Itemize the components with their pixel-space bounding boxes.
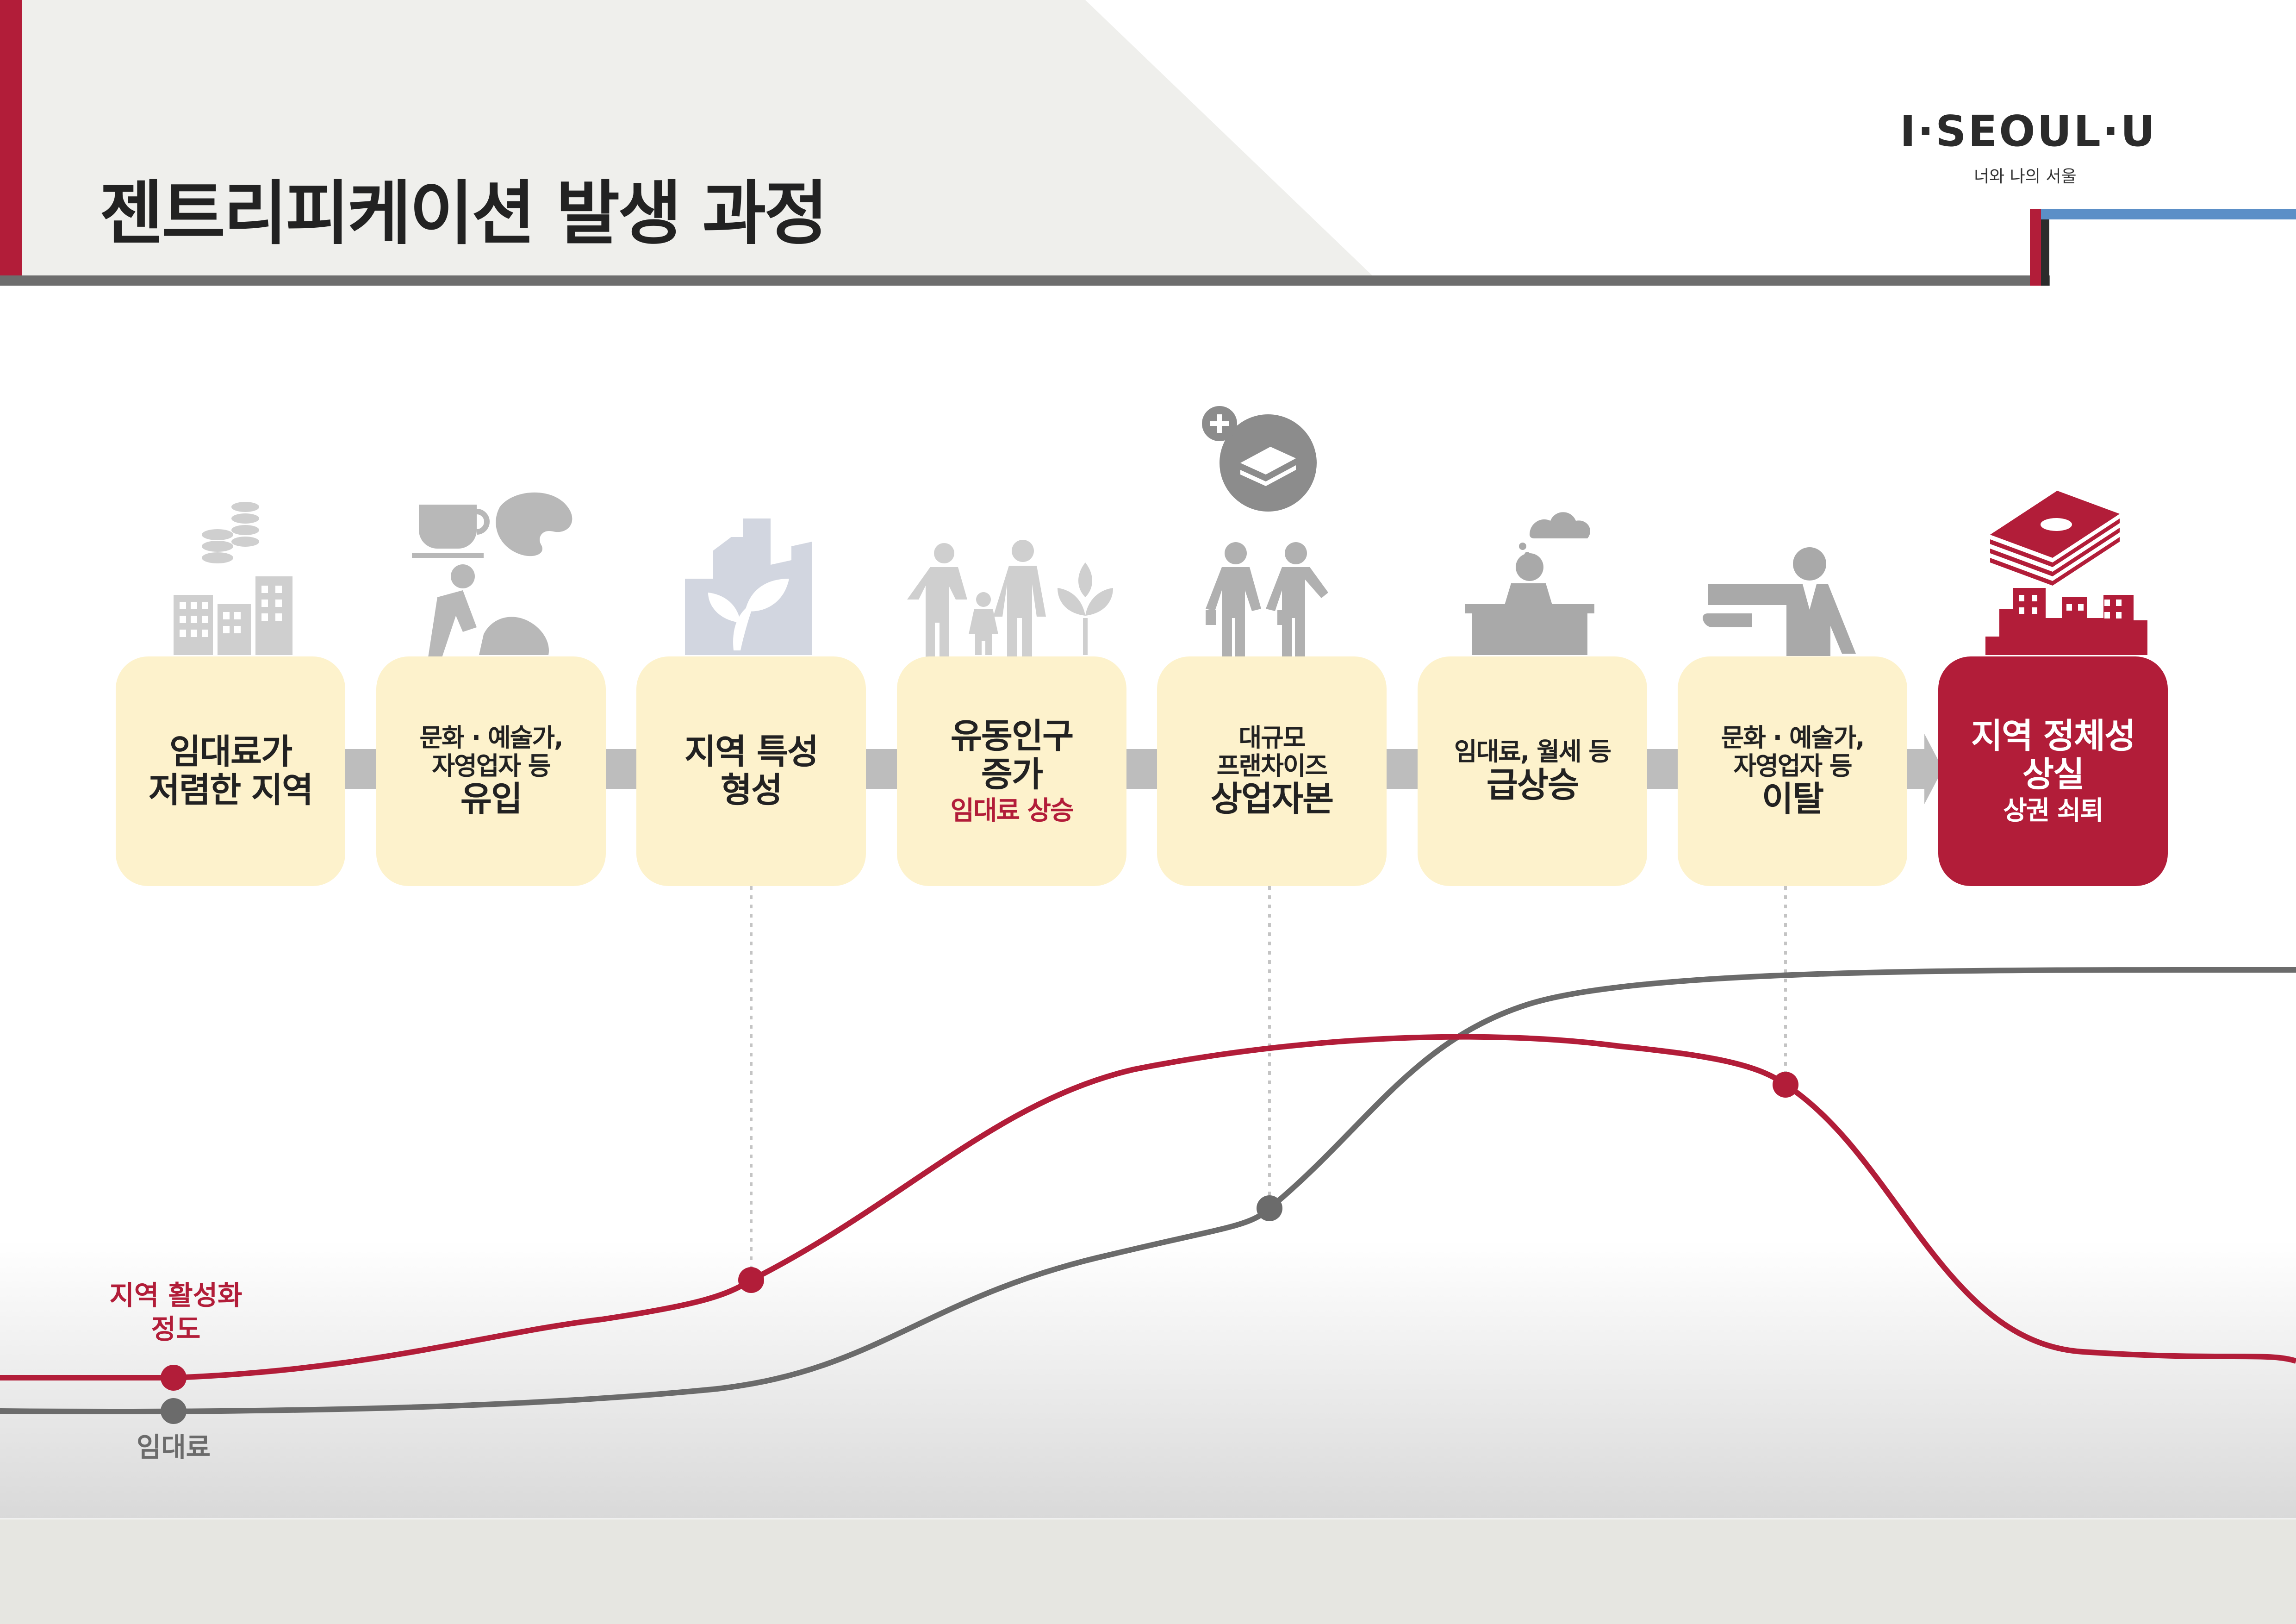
- chart-background: [0, 1241, 2296, 1518]
- step-1-line-1: 임대료가: [169, 732, 292, 772]
- step-2-line-2: 자영업자 등: [432, 751, 551, 781]
- step-box-4: 유동인구 증가 임대료 상승: [897, 656, 1126, 886]
- footer-band: [0, 1519, 2296, 1624]
- worried-person-desk-icon: [1465, 512, 1594, 655]
- step-box-2: 문화 · 예술가, 자영업자 등 유입: [376, 656, 606, 886]
- activation-start-marker: [161, 1365, 187, 1391]
- step-box-5: 대규모 프랜차이즈 상업자본: [1157, 656, 1387, 886]
- connector-arrow: [1385, 749, 1422, 789]
- page-title: 젠트리피케이션 발생 과정: [100, 174, 828, 254]
- step-box-3: 지역 특성 형성: [636, 656, 866, 886]
- step-box-1: 임대료가 저렴한 지역: [116, 656, 345, 886]
- rent-marker-step-5: [1257, 1195, 1282, 1221]
- activation-label: 지역 활성화 정도: [109, 1280, 243, 1345]
- step-5-line-2: 프랜차이즈: [1216, 751, 1328, 781]
- connector-arrow: [864, 749, 901, 789]
- header-background: [0, 0, 2296, 286]
- step-5-line-3: 상업자본: [1210, 779, 1334, 819]
- step-4-highlight: 임대료 상승: [950, 795, 1074, 826]
- step-6-line-1: 임대료, 월세 등: [1454, 737, 1612, 767]
- step-6-line-2: 급상승: [1486, 765, 1579, 805]
- step-4-line-1: 유동인구: [950, 716, 1074, 756]
- money-city-icon: [1985, 491, 2147, 655]
- activation-marker-step-3: [738, 1267, 764, 1293]
- rent-curve: [0, 967, 2296, 1414]
- step-8-line-1: 지역 정체성: [1971, 716, 2136, 756]
- step-3-line-1: 지역 특성: [684, 732, 819, 772]
- step-7-line-2: 자영업자 등: [1733, 751, 1852, 781]
- step-box-6: 임대료, 월세 등 급상승: [1418, 656, 1647, 886]
- family-icon: [907, 540, 1113, 660]
- logo-subtitle: 너와 나의 서울: [1974, 167, 2077, 186]
- connector-arrow: [1645, 749, 1682, 789]
- rent-start-marker: [161, 1398, 187, 1424]
- connector-arrow: [342, 749, 380, 789]
- final-arrow: [1906, 734, 1943, 804]
- step-4-line-2: 증가: [981, 754, 1043, 794]
- step-7-line-3: 이탈: [1761, 779, 1824, 819]
- step-icons: [174, 406, 2147, 660]
- step-8-line-2: 상실: [2022, 754, 2084, 794]
- activation-curve: [0, 1034, 2296, 1380]
- step-1-line-2: 저렴한 지역: [148, 770, 313, 810]
- buildings-coins-icon: [174, 502, 292, 655]
- pointing-person-icon: [1703, 547, 1856, 656]
- city-sprout-icon: [685, 518, 812, 655]
- rent-label: 임대료: [136, 1431, 211, 1463]
- connector-arrow: [1125, 749, 1162, 789]
- activation-marker-step-7: [1773, 1072, 1798, 1098]
- step-7-line-1: 문화 · 예술가,: [1721, 723, 1865, 753]
- step-2-line-1: 문화 · 예술가,: [419, 723, 563, 753]
- step-3-line-2: 형성: [720, 770, 783, 810]
- step-2-line-3: 유입: [460, 779, 523, 819]
- connector-arrow: [604, 749, 641, 789]
- step-box-7: 문화 · 예술가, 자영업자 등 이탈: [1678, 656, 1907, 886]
- businessmen-money-icon: [1202, 406, 1328, 660]
- step-8-highlight: 상권 쇠퇴: [2003, 795, 2104, 826]
- artist-palette-icon: [412, 492, 572, 657]
- step-box-8: 지역 정체성 상실 상권 쇠퇴: [1938, 656, 2168, 886]
- i-seoul-u-logo: I·SEOUL·U: [1900, 106, 2157, 156]
- step-5-line-1: 대규모: [1238, 723, 1306, 753]
